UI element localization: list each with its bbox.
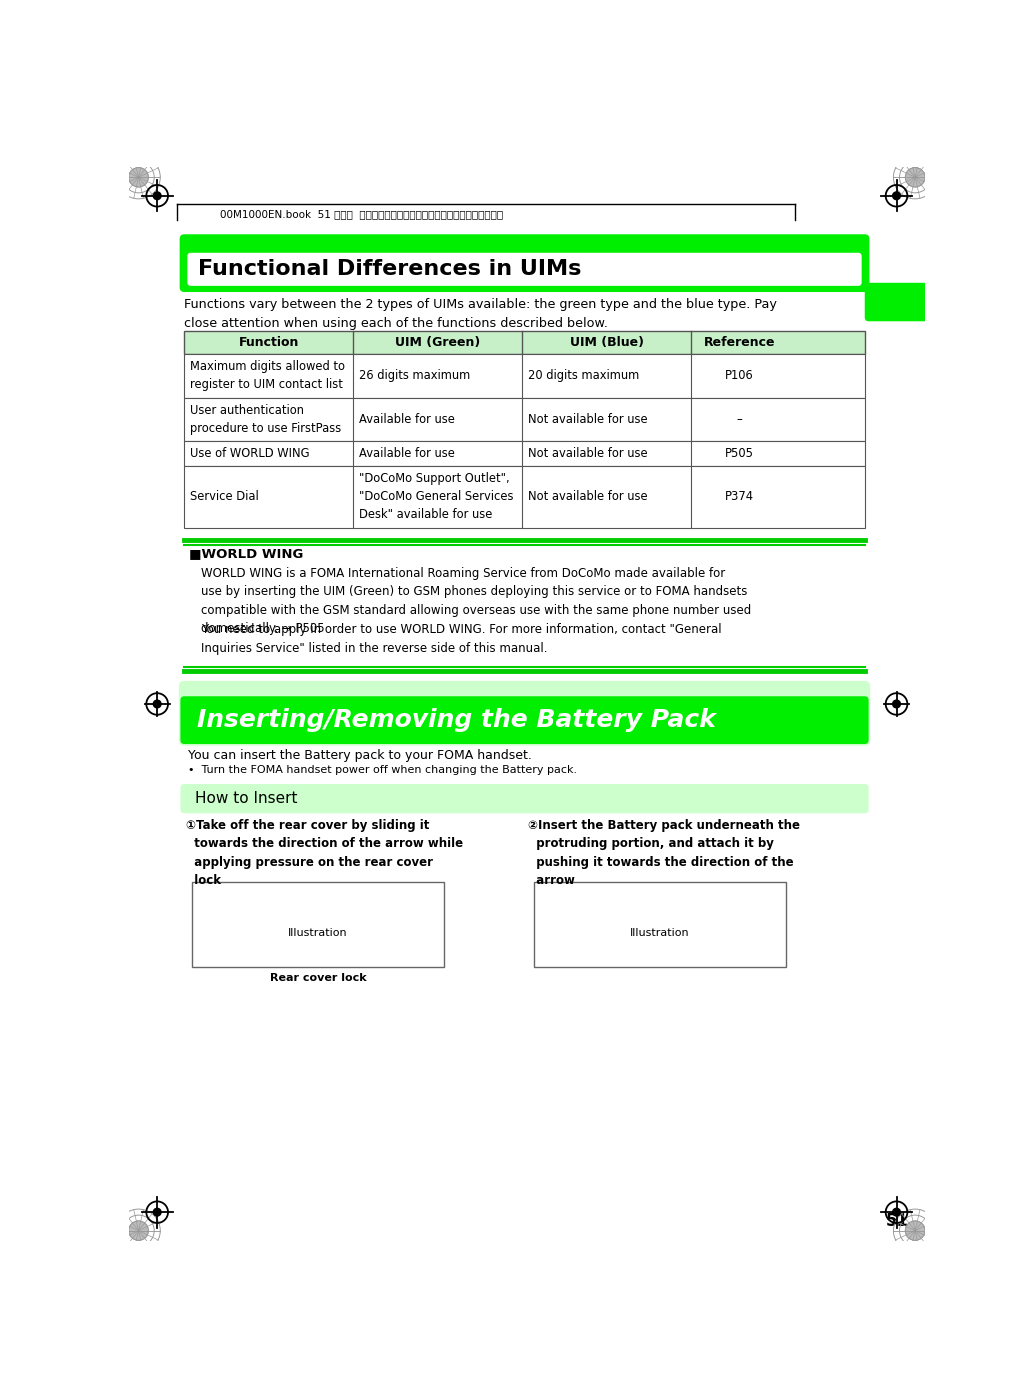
Text: Not available for use: Not available for use (527, 447, 648, 460)
Text: UIM (Blue): UIM (Blue) (570, 336, 644, 348)
Text: P505: P505 (725, 447, 754, 460)
FancyBboxPatch shape (179, 680, 870, 746)
Circle shape (128, 1221, 148, 1241)
Text: Functions vary between the 2 types of UIMs available: the green type and the blu: Functions vary between the 2 types of UI… (184, 298, 777, 330)
Text: ①Take off the rear cover by sliding it
  towards the direction of the arrow whil: ①Take off the rear cover by sliding it t… (186, 818, 463, 887)
Text: Functional Differences in UIMs: Functional Differences in UIMs (198, 259, 582, 279)
Text: Not available for use: Not available for use (527, 491, 648, 503)
Text: ■WORLD WING: ■WORLD WING (189, 548, 303, 560)
Circle shape (906, 167, 925, 187)
Text: You can insert the Battery pack to your FOMA handset.: You can insert the Battery pack to your … (188, 750, 533, 763)
Bar (192, 882, 444, 966)
Text: How to Insert: How to Insert (195, 792, 298, 806)
Text: 26 digits maximum: 26 digits maximum (359, 369, 470, 382)
Text: Use of WORLD WING: Use of WORLD WING (190, 447, 309, 460)
Text: ②Insert the Battery pack underneath the
  protruding portion, and attach it by
 : ②Insert the Battery pack underneath the … (527, 818, 800, 887)
Text: You need to apply in order to use WORLD WING. For more information, contact "Gen: You need to apply in order to use WORLD … (201, 623, 722, 655)
Text: Reference: Reference (703, 336, 775, 348)
Text: "DoCoMo Support Outlet",
"DoCoMo General Services
Desk" available for use: "DoCoMo Support Outlet", "DoCoMo General… (359, 473, 513, 521)
Circle shape (128, 167, 148, 187)
Bar (184, 354, 865, 399)
Circle shape (892, 1209, 901, 1216)
Text: Rear cover lock: Rear cover lock (269, 973, 366, 983)
Circle shape (906, 1221, 925, 1241)
Bar (184, 399, 865, 441)
Text: 20 digits maximum: 20 digits maximum (527, 369, 638, 382)
FancyBboxPatch shape (187, 252, 861, 286)
Bar (184, 330, 865, 354)
Text: Maximum digits allowed to
register to UIM contact list: Maximum digits allowed to register to UI… (190, 361, 344, 392)
Text: User authentication
procedure to use FirstPass: User authentication procedure to use Fir… (190, 404, 341, 435)
Bar (184, 466, 865, 528)
Text: Function: Function (238, 336, 299, 348)
Text: Service Dial: Service Dial (190, 491, 258, 503)
Circle shape (892, 700, 901, 708)
Text: WORLD WING is a FOMA International Roaming Service from DoCoMo made available fo: WORLD WING is a FOMA International Roami… (201, 567, 751, 636)
Text: 00M1000EN.book  51 ページ  ２００４年１１月２４日　水曜日　午前７時５６分: 00M1000EN.book 51 ページ ２００４年１１月２４日 水曜日 午前… (220, 209, 503, 219)
Text: –: – (736, 413, 742, 427)
Text: P106: P106 (725, 369, 754, 382)
Text: •  Turn the FOMA handset power off when changing the Battery pack.: • Turn the FOMA handset power off when c… (188, 765, 578, 775)
Text: Illustration: Illustration (630, 927, 690, 938)
FancyBboxPatch shape (865, 283, 929, 321)
Text: Available for use: Available for use (359, 413, 454, 427)
Text: UIM (Green): UIM (Green) (395, 336, 480, 348)
Bar (534, 882, 785, 966)
Text: Illustration: Illustration (288, 927, 347, 938)
Text: Not available for use: Not available for use (527, 413, 648, 427)
FancyBboxPatch shape (180, 234, 870, 291)
Text: P374: P374 (725, 491, 754, 503)
Circle shape (153, 700, 161, 708)
Text: 51: 51 (886, 1211, 909, 1230)
FancyBboxPatch shape (181, 696, 869, 744)
Text: Available for use: Available for use (359, 447, 454, 460)
FancyBboxPatch shape (181, 783, 869, 813)
Text: Before Using the Handset: Before Using the Handset (897, 392, 907, 544)
Text: Inserting/Removing the Battery Pack: Inserting/Removing the Battery Pack (196, 708, 715, 732)
Circle shape (892, 192, 901, 199)
Circle shape (153, 192, 161, 199)
Circle shape (153, 1209, 161, 1216)
Bar (184, 441, 865, 466)
